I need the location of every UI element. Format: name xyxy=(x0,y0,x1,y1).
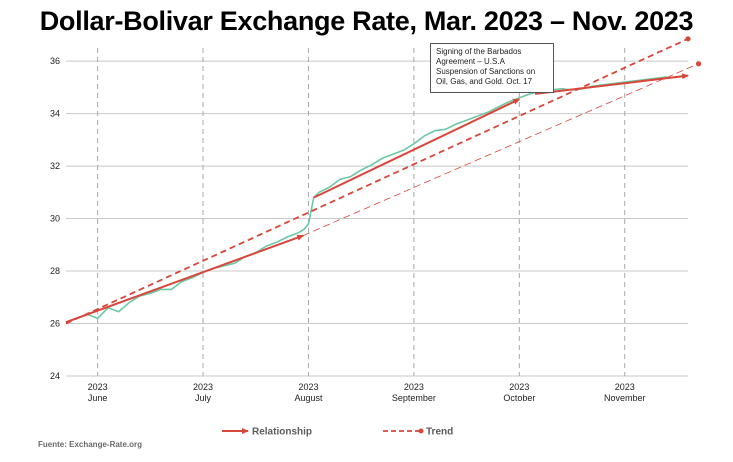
legend-label-trend: Trend xyxy=(426,427,453,438)
x-tick-month: October xyxy=(503,393,535,403)
x-tick-year: 2023 xyxy=(509,382,529,392)
relationship-line-2 xyxy=(313,98,521,199)
barbados-agreement-annotation: Signing of the Barbados Agreement – U.S.… xyxy=(430,43,554,93)
y-tick-label: 24 xyxy=(50,371,60,381)
x-tick-year: 2023 xyxy=(615,382,635,392)
chart-title: Dollar-Bolivar Exchange Rate, Mar. 2023 … xyxy=(39,6,694,36)
x-tick-month: September xyxy=(392,393,436,403)
x-tick-year: 2023 xyxy=(298,382,318,392)
legend-label-relationship: Relationship xyxy=(252,427,312,438)
x-tick-year: 2023 xyxy=(404,382,424,392)
x-tick-month: July xyxy=(195,393,212,403)
source-note: Fuente: Exchange-Rate.org xyxy=(38,440,143,449)
x-tick-month: June xyxy=(88,393,108,403)
y-tick-label: 28 xyxy=(50,266,60,276)
trend-line-4 xyxy=(65,37,689,325)
trend-end-dot-5 xyxy=(695,61,702,67)
x-tick-month: November xyxy=(604,393,646,403)
y-tick-label: 32 xyxy=(50,161,60,171)
exchange-rate-line xyxy=(65,76,667,323)
trend-line-5 xyxy=(303,63,699,236)
y-tick-label: 26 xyxy=(50,319,60,329)
x-tick-year: 2023 xyxy=(88,382,108,392)
relationship-line-3 xyxy=(534,73,689,95)
legend-trend-dot xyxy=(418,428,424,434)
x-tick-month: August xyxy=(294,393,323,403)
y-tick-label: 30 xyxy=(50,214,60,224)
y-tick-label: 36 xyxy=(50,56,60,66)
x-tick-year: 2023 xyxy=(193,382,213,392)
relationship-line-1 xyxy=(65,234,305,324)
y-tick-label: 34 xyxy=(50,109,60,119)
trend-end-dot-4 xyxy=(685,36,691,42)
